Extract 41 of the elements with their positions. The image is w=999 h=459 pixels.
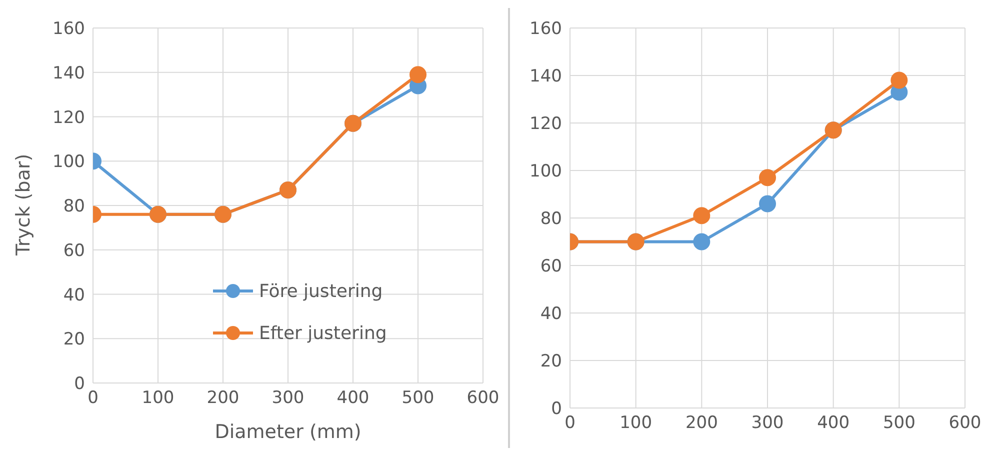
point [759,195,776,212]
legend-label: Efter justering [259,322,387,344]
x-tick-label: 600 [466,388,500,408]
y-tick-label: 80 [540,209,562,230]
x-tick-label: 600 [948,413,982,434]
x-tick-label: 100 [142,388,174,408]
x-tick-label: 200 [206,388,240,408]
point [693,207,710,224]
y-tick-label: 160 [530,19,562,40]
y-tick-label: 40 [63,285,85,306]
x-tick-label: 400 [336,388,370,408]
x-tick-label: 300 [751,413,784,434]
y-tick-label: 120 [52,108,85,128]
y-tick-label: 60 [63,240,85,261]
point [759,169,776,186]
y-tick-label: 80 [63,196,85,217]
point [410,66,426,84]
point [693,233,710,250]
y-tick-label: 100 [530,162,562,182]
x-tick-label: 200 [685,413,718,434]
x-tick-label: 0 [564,413,576,434]
y-tick-label: 100 [52,152,85,172]
y-tick-label: 120 [530,114,562,134]
x-tick-label: 500 [402,388,434,408]
x-tick-label: 100 [620,413,652,434]
point [890,72,908,89]
x-tick-label: 500 [882,413,916,434]
x-tick-label: 400 [817,413,850,434]
y-tick-label: 160 [52,19,85,40]
x-tick-label: 0 [88,388,98,408]
y-axis-title: Tryck (bar) [12,154,35,256]
y-tick-label: 60 [540,256,562,277]
x-tick-label: 300 [272,388,304,408]
legend-label: Före justering [259,280,383,302]
y-tick-label: 20 [540,352,562,372]
y-tick-label: 0 [74,374,85,394]
y-tick-label: 140 [530,66,562,87]
y-tick-label: 140 [52,63,85,84]
x-axis-title: Diameter (mm) [214,421,362,443]
y-tick-label: 20 [63,330,85,350]
y-tick-label: 40 [540,304,562,324]
